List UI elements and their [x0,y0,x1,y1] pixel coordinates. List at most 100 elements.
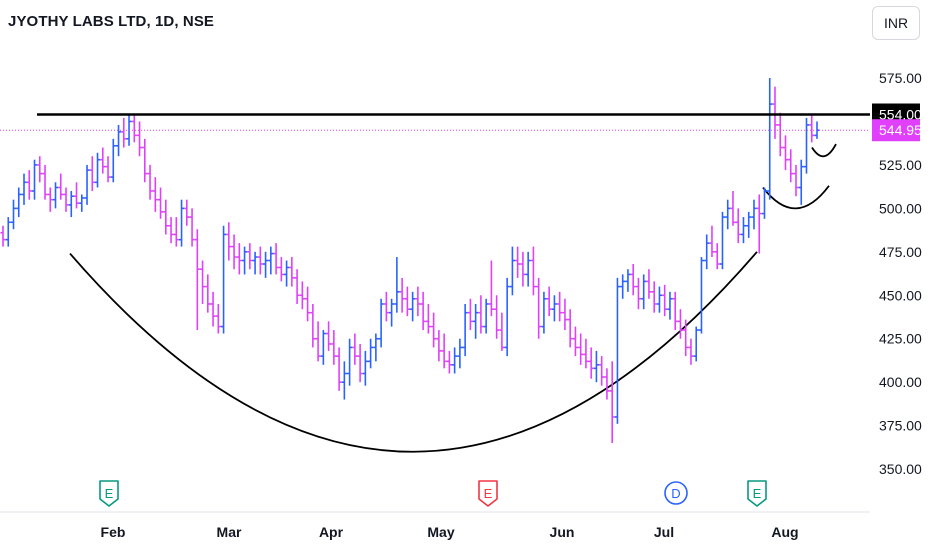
event-label: E [753,486,762,501]
y-tick-label: 425.00 [879,331,922,347]
ohlc-bar [215,303,221,334]
event-label: E [484,486,493,501]
ohlc-bar [599,356,605,386]
ohlc-bar [147,164,153,200]
ohlc-bar [646,269,652,299]
ohlc-bar [394,257,400,313]
ohlc-bar [719,211,726,270]
ohlc-bar [273,243,279,275]
ohlc-bar [662,284,668,317]
ohlc-bar [231,234,237,270]
ohlc-bar [798,159,804,205]
ohlc-bar [210,291,216,327]
y-tick-label: 375.00 [879,418,922,434]
ohlc-bar [404,286,410,317]
ohlc-bar [110,138,116,183]
ohlc-bar [241,246,248,275]
event-marker-earnings[interactable]: E [478,480,498,507]
ohlc-bar [52,182,59,209]
ohlc-bar [641,274,647,310]
ohlc-bar [415,286,421,317]
ohlc-bar [157,187,164,219]
ohlc-bar [136,121,143,157]
ohlc-bar [26,170,32,200]
ohlc-bar [562,298,568,331]
ohlc-bar [194,229,200,331]
ohlc-bar [105,156,111,183]
ohlc-bar [368,338,374,369]
event-marker-earnings[interactable]: E [99,480,119,507]
ohlc-bar [788,149,794,183]
ohlc-bar [782,135,789,171]
ohlc-bar [740,217,747,244]
y-tick-label: 525.00 [879,157,922,173]
ohlc-bar [725,199,731,230]
ohlc-bar [63,187,69,212]
ohlc-bar [614,277,621,424]
ohlc-bar [473,303,479,339]
ohlc-bar [299,281,305,310]
ohlc-bar [593,350,600,383]
ohlc-bar [399,277,405,313]
ohlc-bar [73,182,80,209]
ohlc-bar [462,303,468,357]
ohlc-bar [777,112,783,157]
ohlc-bar [84,164,90,205]
ohlc-bar [247,243,253,270]
x-tick-label: Feb [101,524,126,540]
event-marker-earnings[interactable]: E [747,480,767,507]
ohlc-bar [310,303,316,348]
ohlc-bar [320,330,326,365]
ohlc-bar [494,295,500,339]
y-tick-label: 350.00 [879,461,922,477]
ohlc-bar [672,291,678,331]
ohlc-bar [604,368,610,400]
ohlc-bar [441,333,447,369]
ohlc-bar [803,117,810,174]
ohlc-bar [283,260,290,287]
ohlc-bar [173,217,179,247]
event-label: D [671,486,680,501]
resistance-price-label: 554.00 [879,107,922,123]
ohlc-bar [431,312,437,348]
ohlc-bar [772,86,778,139]
ohlc-bar [793,164,799,197]
ohlc-bar [625,269,631,292]
ohlc-bar [315,321,321,362]
x-tick-label: Jul [654,524,674,540]
ohlc-bar [58,173,64,200]
ohlc-bar [152,177,158,212]
ohlc-bar [79,194,85,212]
ohlc-bar [693,326,699,362]
ohlc-bar [746,211,752,238]
ohlc-bar [656,286,663,313]
ohlc-bar [10,199,17,230]
y-tick-label: 575.00 [879,70,922,86]
ohlc-bar [378,298,384,348]
ohlc-bar [278,257,284,282]
ohlc-bar [163,199,169,235]
ohlc-bar [667,291,673,320]
ohlc-bar [257,246,263,275]
ohlc-bar [262,251,269,278]
x-tick-label: Aug [771,524,798,540]
ohlc-bar [220,225,227,334]
cup-curve [69,251,758,453]
x-tick-label: Jun [550,524,575,540]
ohlc-bar [588,347,594,379]
y-tick-label: 450.00 [879,287,922,303]
event-marker-dividend[interactable]: D [664,481,688,505]
y-tick-label: 475.00 [879,244,922,260]
ohlc-bar [572,326,579,357]
chart-title: JYOTHY LABS LTD, 1D, NSE [8,13,215,30]
x-tick-label: Mar [217,524,242,540]
ohlc-bar [683,319,689,357]
last-price-label: 544.95 [879,122,922,138]
ohlc-bar [515,246,521,278]
ohlc-bar [536,277,542,339]
ohlc-bar [546,286,552,317]
ohlc-bar [446,350,452,374]
x-tick-label: May [427,524,454,540]
currency-button[interactable]: INR [872,6,920,40]
